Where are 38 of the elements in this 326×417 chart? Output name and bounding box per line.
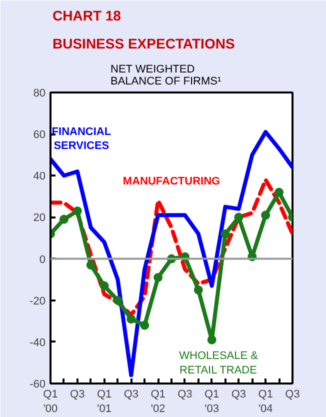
chart-subtitle: BUSINESS EXPECTATIONS [52,36,235,52]
x-tick-label: Q3 [70,388,85,400]
x-tick-label: Q3 [178,388,192,400]
point [86,260,96,270]
point [126,314,136,324]
point [140,320,150,330]
y-tick-label: 20 [33,212,46,224]
point [113,296,122,305]
point [234,212,244,222]
y-tick-label: 60 [33,129,46,142]
y-tick-label: 0 [39,254,46,266]
series-label: WHOLESALE & RETAIL TRADE [179,350,259,377]
text: MANUFACTURING [122,176,220,188]
point [194,285,203,294]
x-tick-label: Q3 [231,388,246,400]
x-tick-label: Q1 '01 [96,388,112,415]
x-tick-label: Q3 [124,388,139,400]
x-tick-label: Q1 '00 [43,388,58,415]
y-axis-title: NET WEIGHTED BALANCE OF FIRMS¹ [110,64,222,88]
y-tick-label: -60 [30,378,46,390]
point [274,188,284,197]
x-tick-label: Q1 '02 [150,388,166,415]
point [100,281,109,290]
y-tick-label: -20 [30,295,46,308]
point [261,210,270,220]
x-tick-label: Q1 '04 [258,388,273,415]
y-tick-label: 80 [33,88,46,100]
point [72,206,82,216]
point [220,229,230,238]
y-tick-label: -40 [30,336,46,349]
point [154,273,163,282]
x-tick-label: Q3 [285,388,300,400]
point [59,214,68,224]
y-tick-label: 40 [33,170,46,183]
series-label: FINANCIAL SERVICES [52,126,112,152]
x-tick-label: Q1 '03 [204,388,220,415]
chart-title: CHART 18 [52,8,122,24]
point [207,335,216,344]
